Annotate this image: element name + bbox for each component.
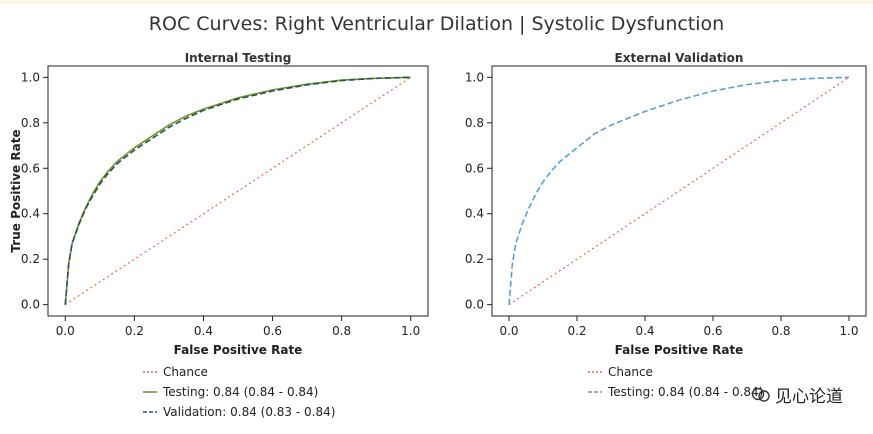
right-y-tick-label: 0.2: [465, 252, 484, 266]
right-axes-frame: [491, 65, 867, 317]
right-y-tick-label: 0.8: [465, 116, 484, 130]
left-y-tick-label: 0.8: [21, 116, 40, 130]
left-y-tick-label: 0.2: [21, 252, 40, 266]
left-y-tick-label: 1.0: [21, 70, 40, 84]
right-y-tick-label: 0.4: [465, 207, 484, 221]
left-panel-title: Internal Testing: [184, 51, 292, 65]
right-x-tick-label: 0.0: [499, 324, 518, 338]
left-x-tick-label: 0.0: [56, 324, 75, 338]
left-y-tick-label: 0.6: [21, 161, 40, 175]
right-x-tick-label: 0.6: [703, 324, 722, 338]
watermark: 见心论道: [751, 382, 843, 407]
right-x-tick-label: 1.0: [839, 324, 858, 338]
left-y-axis-label: True Positive Rate: [9, 129, 23, 252]
right-series-chance: [508, 76, 850, 306]
watermark-text: 见心论道: [775, 387, 843, 407]
left-series-chance: [64, 76, 412, 306]
right-series-testing: [508, 76, 850, 305]
left-x-tick-label: 0.8: [332, 324, 351, 338]
left-x-tick-label: 0.6: [263, 324, 282, 338]
right-x-axis-label: False Positive Rate: [615, 343, 744, 357]
chat-bubble-icon: [751, 387, 771, 403]
right-y-tick-label: 0.6: [465, 161, 484, 175]
left-x-tick-label: 0.2: [125, 324, 144, 338]
chart-main-title: ROC Curves: Right Ventricular Dilation |…: [148, 13, 725, 35]
left-series-validation: [64, 76, 411, 305]
right-y-tick-label: 0.0: [465, 298, 484, 312]
left-legend-label-testing: Testing: 0.84 (0.84 - 0.84): [162, 385, 318, 399]
left-axes-frame: [47, 65, 429, 317]
right-x-tick-label: 0.2: [567, 324, 586, 338]
left-y-tick-label: 0.0: [21, 298, 40, 312]
top-accent-bar: [0, 0, 873, 4]
right-y-tick-label: 1.0: [465, 70, 484, 84]
left-x-tick-label: 0.4: [194, 324, 213, 338]
left-legend-label-chance: Chance: [163, 365, 208, 379]
left-y-tick-label: 0.4: [21, 207, 40, 221]
right-x-tick-label: 0.8: [771, 324, 790, 338]
left-legend-label-validation: Validation: 0.84 (0.83 - 0.84): [163, 405, 335, 419]
right-panel-title: External Validation: [614, 51, 744, 65]
left-x-axis-label: False Positive Rate: [174, 343, 303, 357]
right-legend-label-chance: Chance: [608, 365, 653, 379]
right-legend-label-testing: Testing: 0.84 (0.84 - 0.84): [607, 385, 763, 399]
left-x-tick-label: 1.0: [401, 324, 420, 338]
right-x-tick-label: 0.4: [635, 324, 654, 338]
